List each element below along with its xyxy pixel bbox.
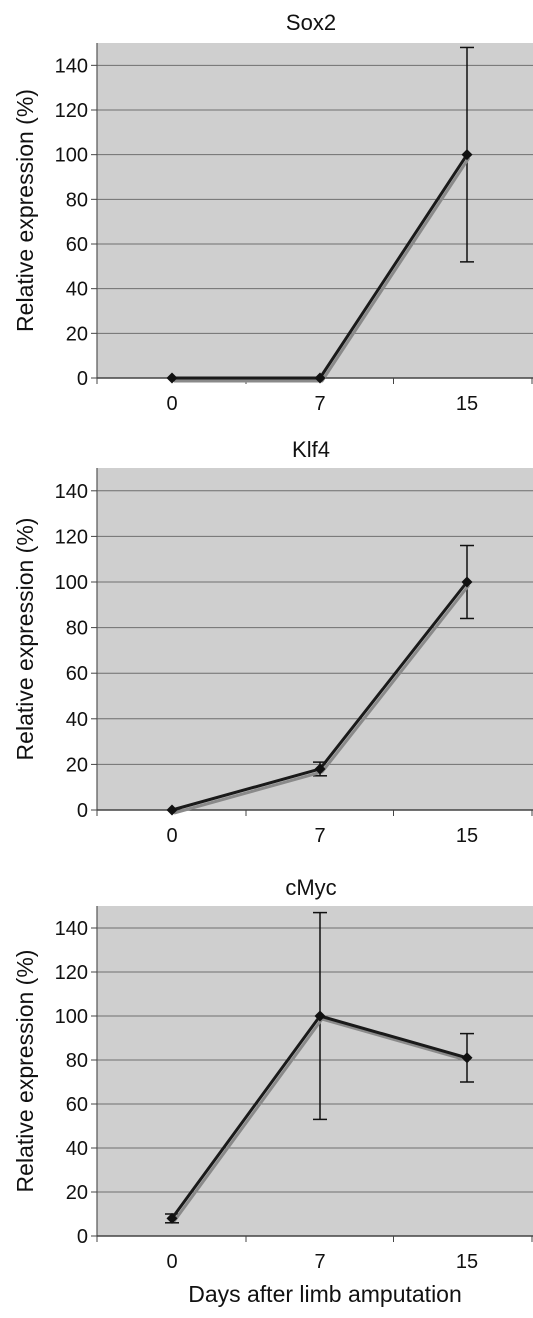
x-tick-label: 0: [166, 825, 177, 847]
y-tick-label: 0: [77, 1226, 88, 1248]
y-tick-label: 120: [55, 100, 88, 122]
panel-title: Sox2: [286, 10, 336, 35]
data-point: [166, 372, 178, 384]
chart-panel-1: 0 20 40 60 80 100 120 140 0 7 15 Relative expressio…: [12, 437, 533, 847]
y-tick-label: 40: [66, 709, 88, 731]
y-tick-label: 80: [66, 618, 88, 640]
y-tick-label: 0: [77, 800, 88, 822]
data-point: [461, 1052, 473, 1064]
x-tick-label: 0: [166, 1251, 177, 1273]
chart-panel-0: 0 20 40 60 80 100 120 140 0 7 15 Relative expressio…: [12, 10, 533, 415]
data-point: [314, 763, 326, 775]
data-point: [166, 1212, 178, 1224]
y-tick-label: 60: [66, 1094, 88, 1116]
y-tick-label: 60: [66, 663, 88, 685]
data-point: [314, 372, 326, 384]
y-axis-label: Relative expression (%): [12, 950, 38, 1193]
x-tick-label: 15: [456, 393, 478, 415]
x-tick-label: 15: [456, 825, 478, 847]
plot-area: [97, 468, 533, 810]
y-tick-label: 60: [66, 234, 88, 256]
y-tick-label: 80: [66, 1050, 88, 1072]
x-tick-label: 7: [314, 825, 325, 847]
plot-area: [97, 906, 533, 1236]
y-axis-label: Relative expression (%): [12, 518, 38, 761]
y-tick-label: 20: [66, 754, 88, 776]
data-point: [461, 576, 473, 588]
chart-panel-2: 0 20 40 60 80 100 120 140 0 7 15 Relative expressio…: [12, 875, 533, 1273]
x-axis-title: Days after limb amputation: [188, 1281, 462, 1307]
y-tick-label: 120: [55, 962, 88, 984]
y-tick-label: 0: [77, 368, 88, 390]
x-tick-label: 0: [166, 393, 177, 415]
x-tick-label: 15: [456, 1251, 478, 1273]
x-tick-label: 7: [314, 393, 325, 415]
y-tick-label: 20: [66, 323, 88, 345]
y-tick-label: 80: [66, 189, 88, 211]
y-tick-label: 40: [66, 1138, 88, 1160]
x-tick-label: 7: [314, 1251, 325, 1273]
data-point: [461, 149, 473, 161]
y-tick-label: 100: [55, 145, 88, 167]
y-axis-label: Relative expression (%): [12, 89, 38, 332]
y-tick-label: 100: [55, 572, 88, 594]
y-tick-label: 140: [55, 918, 88, 940]
data-point: [166, 804, 178, 816]
y-tick-label: 40: [66, 279, 88, 301]
y-tick-label: 140: [55, 481, 88, 503]
panel-title: cMyc: [285, 875, 336, 900]
panel-title: Klf4: [292, 437, 330, 462]
y-tick-label: 120: [55, 526, 88, 548]
data-point: [314, 1010, 326, 1022]
y-tick-label: 140: [55, 55, 88, 77]
y-tick-label: 100: [55, 1006, 88, 1028]
y-tick-label: 20: [66, 1182, 88, 1204]
plot-area: [97, 43, 533, 378]
